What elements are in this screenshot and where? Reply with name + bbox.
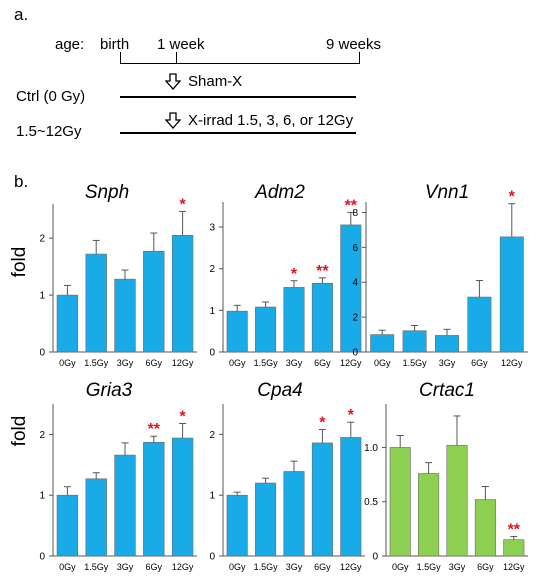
x-tick-label: 12Gy: [172, 358, 194, 368]
x-tick-label: 6Gy: [477, 562, 494, 572]
bar: [474, 499, 496, 557]
x-tick-label: 6Gy: [314, 358, 331, 368]
x-irrad-label: X-irrad 1.5, 3, 6, or 12Gy: [188, 112, 354, 129]
significance-marker: **: [345, 197, 358, 214]
timeline-tick-1-week: [176, 52, 177, 64]
y-tick-label: 0: [352, 348, 358, 359]
x-tick-label: 3Gy: [117, 358, 134, 368]
x-tick-label: 12Gy: [340, 358, 362, 368]
bar: [503, 539, 525, 557]
y-tick-label: 0: [39, 348, 45, 359]
x-tick-label: 0Gy: [374, 358, 391, 368]
significance-marker: **: [508, 521, 521, 538]
x-tick-label: 0Gy: [392, 562, 409, 572]
x-tick-label: 3Gy: [449, 562, 466, 572]
y-tick-label: 1: [39, 291, 45, 302]
x-tick-label: 1.5Gy: [254, 358, 279, 368]
panel-b-label: b.: [14, 172, 29, 191]
timeline-tick-birth: [120, 52, 121, 64]
bar: [389, 447, 411, 557]
chart-title-snph: Snph: [84, 182, 130, 203]
y-tick-label: 6: [352, 243, 358, 254]
y-tick-label: 2: [39, 234, 45, 245]
y-tick-label: 0: [209, 348, 215, 359]
chart-title-crtac1: Crtac1: [419, 380, 475, 401]
timeline-axis: [120, 63, 360, 64]
y-tick-label: 2: [352, 313, 358, 324]
y-tick-label: 0: [372, 552, 378, 563]
significance-marker: *: [291, 266, 298, 283]
x-tick-label: 3Gy: [286, 562, 303, 572]
timepoint-1-week: 1 week: [157, 36, 205, 53]
y-tick-label: 4: [352, 278, 358, 289]
x-tick-label: 6Gy: [146, 358, 163, 368]
down-arrow-icon: [165, 112, 181, 129]
x-tick-label: 3Gy: [117, 562, 134, 572]
y-tick-label: 1: [209, 491, 215, 502]
y-tick-label: 1.0: [364, 443, 378, 454]
significance-marker: *: [179, 408, 186, 425]
y-tick-label: 0: [209, 552, 215, 563]
y-tick-label: 0: [39, 552, 45, 563]
significance-marker: *: [509, 189, 516, 206]
x-tick-label: 0Gy: [229, 562, 246, 572]
chart-title-cpa4: Cpa4: [257, 380, 303, 401]
panel-a-label: a.: [14, 5, 29, 24]
chart-title-vnn1: Vnn1: [424, 182, 470, 203]
x-tick-label: 3Gy: [439, 358, 456, 368]
x-tick-label: 0Gy: [59, 562, 76, 572]
x-tick-label: 6Gy: [314, 562, 331, 572]
y-tick-label: 0.5: [364, 497, 378, 508]
x-tick-label: 6Gy: [471, 358, 488, 368]
irrad-timeline-line: [120, 132, 356, 134]
timepoint-birth: birth: [100, 36, 130, 53]
significance-marker: *: [319, 415, 326, 432]
x-tick-label: 1.5Gy: [403, 358, 428, 368]
x-tick-label: 1.5Gy: [84, 562, 109, 572]
group-irrad-label: 1.5~12Gy: [16, 123, 82, 140]
ctrl-timeline-line: [120, 96, 356, 98]
y-tick-label: 2: [209, 430, 215, 441]
x-tick-label: 12Gy: [501, 358, 523, 368]
x-tick-label: 6Gy: [146, 562, 163, 572]
bar: [418, 473, 440, 557]
y-tick-label: 8: [352, 208, 358, 219]
chart-title-adm2: Adm2: [255, 182, 305, 203]
y-tick-label: 3: [209, 223, 215, 234]
y-tick-label: 1: [39, 491, 45, 502]
down-arrow-icon: [165, 73, 181, 90]
x-tick-label: 0Gy: [229, 358, 246, 368]
x-tick-label: 12Gy: [172, 562, 194, 572]
x-tick-label: 0Gy: [59, 358, 76, 368]
x-tick-label: 1.5Gy: [84, 358, 109, 368]
significance-marker: *: [179, 196, 186, 213]
timeline-tick-9-weeks: [359, 52, 360, 64]
significance-marker: **: [148, 421, 161, 438]
y-tick-label: 2: [39, 430, 45, 441]
sham-x-label: Sham-X: [188, 73, 243, 90]
x-tick-label: 12Gy: [340, 562, 362, 572]
x-tick-label: 1.5Gy: [254, 562, 279, 572]
chart-title-gria3: Gria3: [85, 380, 133, 401]
y-tick-label: 2: [209, 264, 215, 275]
y-tick-label: 1: [209, 306, 215, 317]
bar: [446, 444, 468, 557]
timepoint-9-weeks: 9 weeks: [326, 36, 382, 53]
significance-marker: **: [316, 263, 329, 280]
group-ctrl-label: Ctrl (0 Gy): [16, 88, 86, 105]
significance-marker: *: [348, 407, 355, 424]
x-tick-label: 1.5Gy: [417, 562, 442, 572]
x-tick-label: 12Gy: [503, 562, 525, 572]
age-label: age:: [55, 36, 85, 53]
x-tick-label: 3Gy: [286, 358, 303, 368]
